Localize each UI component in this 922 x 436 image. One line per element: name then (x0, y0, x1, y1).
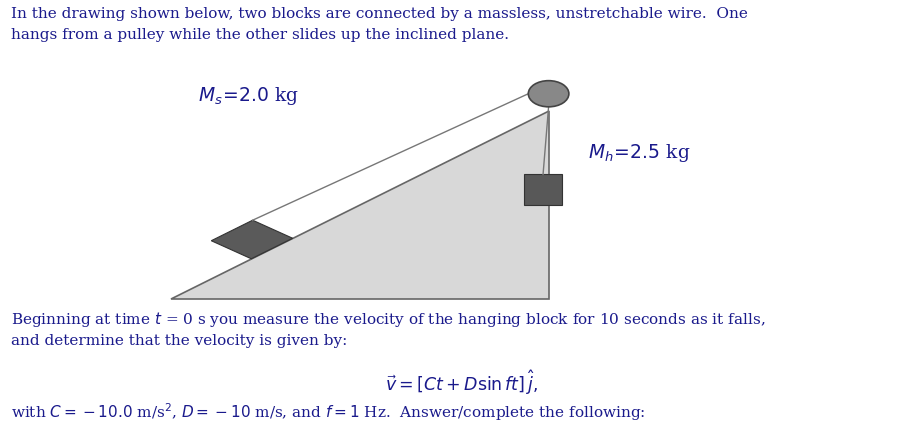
Ellipse shape (528, 81, 569, 107)
Text: and determine that the velocity is given by:: and determine that the velocity is given… (11, 334, 348, 347)
Bar (524, 174, 562, 205)
Text: Beginning at time $t$ = 0 s you measure the velocity of the hanging block for 10: Beginning at time $t$ = 0 s you measure … (11, 310, 765, 329)
Text: $\vec{v} = [Ct + D\sin ft]\,\hat{j},$: $\vec{v} = [Ct + D\sin ft]\,\hat{j},$ (384, 368, 538, 397)
Polygon shape (211, 220, 292, 259)
Polygon shape (171, 111, 549, 299)
Text: with $C = -10.0$ m/s$^2$, $D = -10$ m/s, and $f = 1$ Hz.  Answer/complete the fo: with $C = -10.0$ m/s$^2$, $D = -10$ m/s,… (11, 401, 645, 423)
Text: $M_s\!=\!2.0$ kg: $M_s\!=\!2.0$ kg (198, 85, 300, 107)
Text: hangs from a pulley while the other slides up the inclined plane.: hangs from a pulley while the other slid… (11, 28, 509, 42)
Text: In the drawing shown below, two blocks are connected by a massless, unstretchabl: In the drawing shown below, two blocks a… (11, 7, 748, 20)
Text: $M_h\!=\!2.5$ kg: $M_h\!=\!2.5$ kg (588, 142, 691, 164)
